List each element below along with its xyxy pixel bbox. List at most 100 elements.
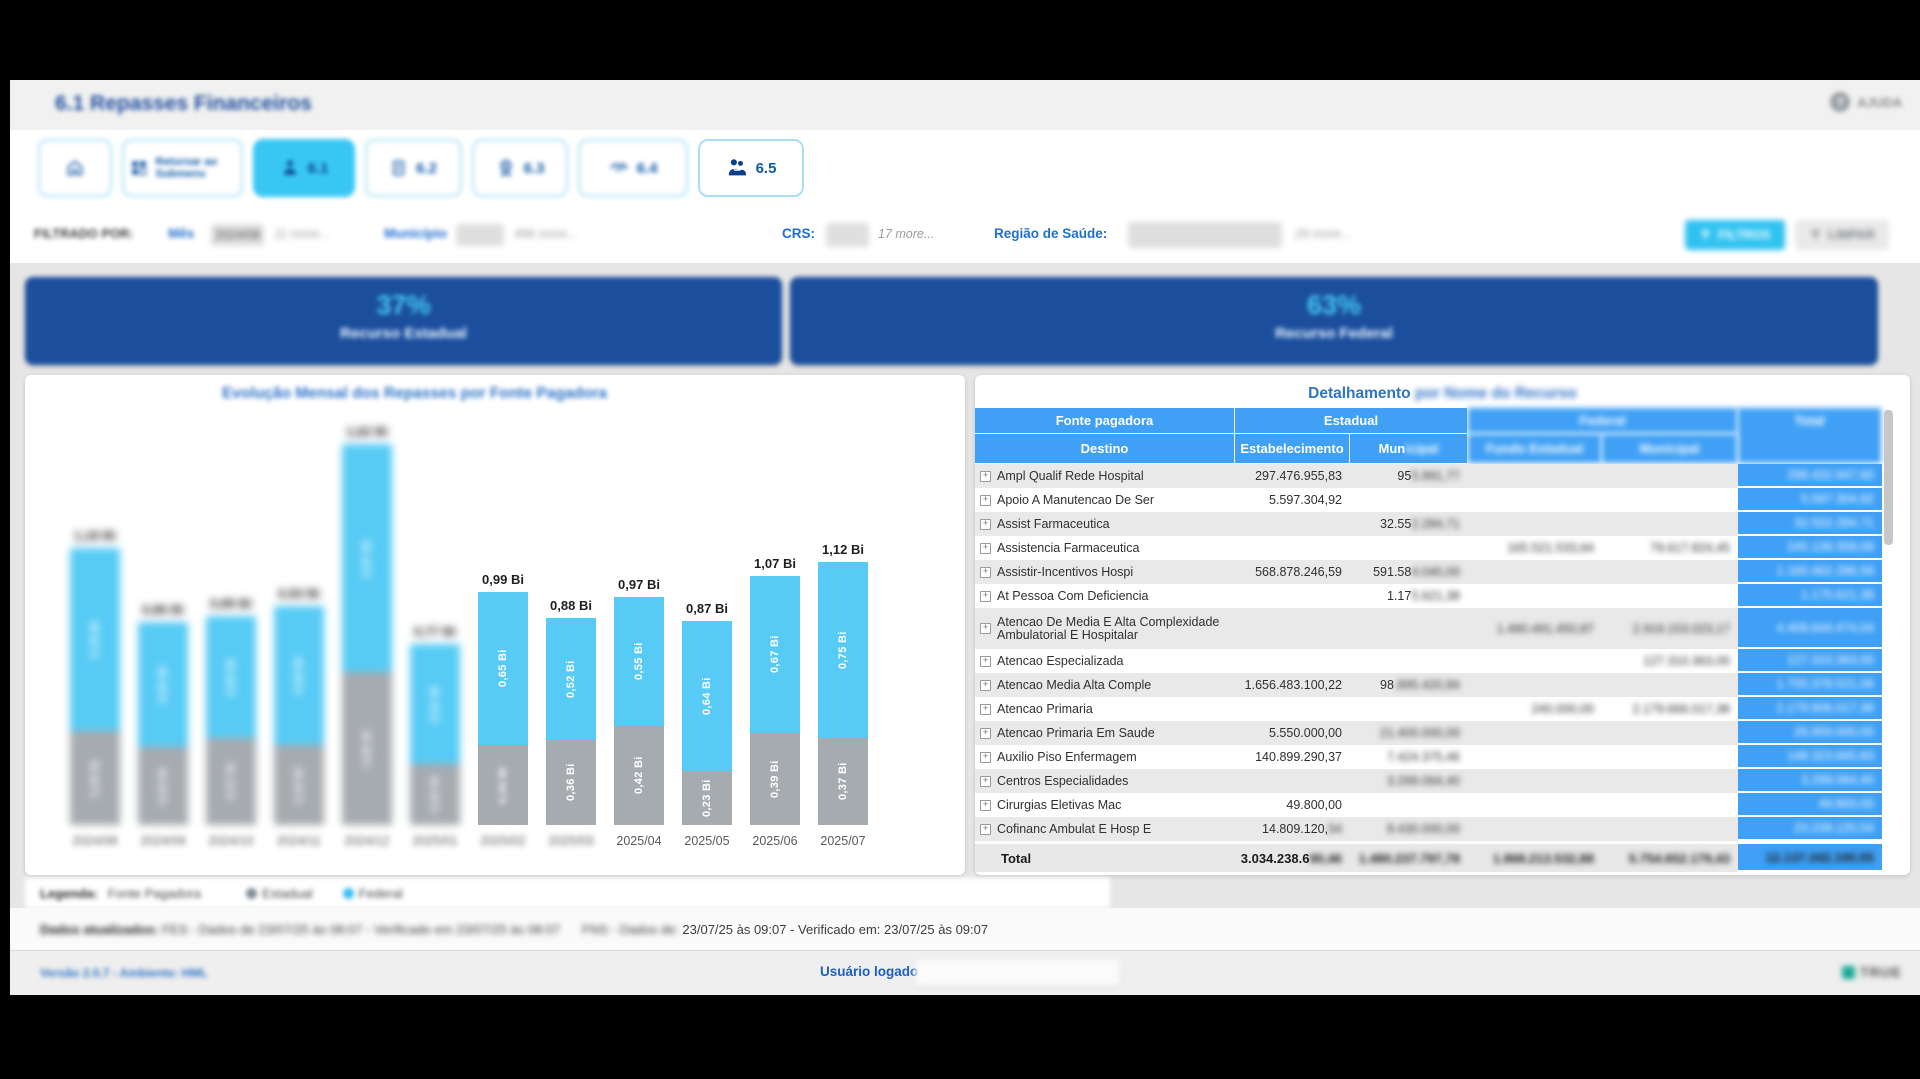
bar-federal-segment[interactable]: [342, 444, 392, 672]
federal-segment-label: 0,59 Bi: [293, 656, 305, 695]
tab-6.1[interactable]: 6.1: [253, 139, 355, 197]
expand-icon[interactable]: +: [980, 542, 991, 554]
bar-federal-segment[interactable]: [682, 621, 732, 771]
col-fonte-pagadora[interactable]: Fonte pagadora: [975, 408, 1235, 434]
tab-6.3[interactable]: 6.3: [472, 139, 568, 197]
filter-more-crs[interactable]: 17 more...: [878, 227, 935, 241]
row-total: 127.310.363,00: [1738, 649, 1882, 673]
expand-icon[interactable]: +: [980, 751, 991, 763]
filter-more-mês[interactable]: 11 more...: [274, 227, 330, 241]
cell-value-redacted: 4.409.644.474,04: [1776, 620, 1874, 635]
expand-icon[interactable]: +: [980, 590, 991, 602]
bar-federal-segment[interactable]: [410, 644, 460, 764]
table-row[interactable]: + Assistir-Incentivos Hospi 568.878.246,59…: [975, 560, 1882, 584]
expand-icon[interactable]: +: [980, 799, 991, 811]
bar-estadual-segment[interactable]: [546, 740, 596, 825]
home-icon: [65, 158, 85, 178]
bar-estadual-segment[interactable]: [750, 733, 800, 825]
table-row[interactable]: + Assist Farmaceutica 32.55 2.284,71 32.552.…: [975, 512, 1882, 536]
bar-estadual-segment[interactable]: [682, 771, 732, 825]
table-row[interactable]: + Cofinanc Ambulat E Hosp E 14.809.120, 54 8…: [975, 817, 1882, 841]
cell-value-redacted: 5.597.304,92: [1801, 492, 1874, 506]
col-municipal-federal[interactable]: Municipal: [1602, 434, 1738, 464]
expand-icon[interactable]: +: [980, 494, 991, 506]
expand-icon[interactable]: +: [980, 727, 991, 739]
help-icon: ?: [1830, 92, 1851, 112]
col-destino[interactable]: Destino: [975, 434, 1235, 464]
filter-value-crs[interactable]: [826, 223, 869, 247]
expand-icon[interactable]: +: [980, 703, 991, 715]
table-row[interactable]: + Atencao Primaria Em Saude 5.550.000,00 21…: [975, 721, 1882, 745]
bar-federal-segment[interactable]: [274, 606, 324, 745]
table-scrollbar[interactable]: [1884, 410, 1893, 545]
help-button[interactable]: ? AJUDA: [1830, 92, 1902, 112]
limpar-label: LIMPAR: [1828, 228, 1875, 242]
table-row[interactable]: + Atencao Especializada 127.310.363,00 127.…: [975, 649, 1882, 673]
row-value: 49.800,00: [1235, 793, 1350, 817]
filter-value-município[interactable]: [456, 224, 504, 246]
tab-6.2[interactable]: 6.2: [365, 139, 462, 197]
tab-label: 6.1: [307, 159, 329, 177]
x-axis-label: 2024/10: [208, 834, 254, 848]
bar-estadual-segment[interactable]: [274, 745, 324, 825]
expand-icon[interactable]: +: [980, 623, 991, 634]
tab-home[interactable]: [38, 139, 112, 197]
bar-federal-segment[interactable]: [818, 562, 868, 738]
bar-federal-segment[interactable]: [70, 548, 120, 731]
expand-icon[interactable]: +: [980, 470, 991, 482]
expand-icon[interactable]: +: [980, 655, 991, 667]
table-row[interactable]: + Ampl Qualif Rede Hospital 297.476.955,83…: [975, 464, 1882, 488]
col-total[interactable]: Total: [1738, 408, 1882, 464]
filtros-button[interactable]: FILTROS: [1685, 220, 1785, 250]
bar-federal-segment[interactable]: [478, 592, 528, 745]
table-row[interactable]: + Atencao Media Alta Comple 1.656.483.100,…: [975, 673, 1882, 697]
table-row[interactable]: + Centros Especialidades 3.299.064,40 3.299…: [975, 769, 1882, 793]
bar-federal-segment[interactable]: [750, 576, 800, 733]
bar-estadual-segment[interactable]: [342, 672, 392, 825]
limpar-button[interactable]: LIMPAR: [1795, 220, 1889, 250]
bar-total-label: 1,07 Bi: [754, 556, 796, 571]
grid-icon: [130, 159, 148, 177]
col-group-estadual[interactable]: Estadual: [1235, 408, 1468, 434]
expand-icon[interactable]: +: [980, 518, 991, 530]
bar-federal-segment[interactable]: [206, 616, 256, 738]
bar-estadual-segment[interactable]: [138, 747, 188, 825]
expand-icon[interactable]: +: [980, 679, 991, 691]
legend-item-federal[interactable]: Federal: [342, 886, 403, 901]
col-fundo-estadual[interactable]: Fundo Estadual: [1468, 434, 1602, 464]
bar-estadual-segment[interactable]: [818, 738, 868, 825]
table-row[interactable]: + Atencao De Media E Alta Complexidade Am…: [975, 608, 1882, 649]
filter-more-região-de-saúde[interactable]: 29 more...: [1295, 227, 1352, 241]
cell-value-redacted: 148.323.665,83: [1787, 749, 1874, 763]
bar-estadual-segment[interactable]: [206, 738, 256, 825]
filter-value-região-de-saúde[interactable]: [1128, 222, 1282, 248]
col-group-federal[interactable]: Federal: [1468, 408, 1738, 434]
table-row[interactable]: + Apoio A Manutencao De Ser 5.597.304,92 5.…: [975, 488, 1882, 512]
tab-6.4[interactable]: 6.4: [578, 139, 688, 197]
tab-retornar-ao-submenu[interactable]: Retornar ao Submenu: [122, 139, 243, 197]
tab-6.5[interactable]: 6.5: [698, 139, 804, 197]
table-row[interactable]: + Atencao Primaria 240.000,00 2.179.666.017…: [975, 697, 1882, 721]
expand-icon[interactable]: +: [980, 823, 991, 835]
bar-federal-segment[interactable]: [138, 622, 188, 747]
table-row[interactable]: + At Pessoa Com Deficiencia 1.17 5.621,38 1.…: [975, 584, 1882, 608]
expand-icon[interactable]: +: [980, 775, 991, 787]
bar-federal-segment[interactable]: [546, 618, 596, 740]
col-municipal-estadual[interactable]: Mun icipal: [1350, 434, 1468, 464]
expand-icon[interactable]: +: [980, 566, 991, 578]
filter-more-município[interactable]: 496 more...: [514, 227, 578, 241]
cell-value-redacted: 12.137.342.190,55: [1765, 849, 1874, 865]
filter-value-mês[interactable]: 2024/08: [211, 224, 264, 246]
table-row[interactable]: + Cirurgias Eletivas Mac 49.800,00 49.800,0…: [975, 793, 1882, 817]
bar-estadual-segment[interactable]: [614, 726, 664, 825]
col-estabelecimento[interactable]: Estabelecimento: [1235, 434, 1350, 464]
estadual-segment-label: 0,26 Bi: [429, 775, 441, 814]
table-row[interactable]: + Auxilio Piso Enfermagem 140.899.290,37 7.…: [975, 745, 1882, 769]
table-row[interactable]: + Assistencia Farmaceutica 165.521.533,64 7…: [975, 536, 1882, 560]
bar-federal-segment[interactable]: [614, 597, 664, 726]
estadual-segment-label: 0,37 Bi: [837, 762, 849, 801]
bar-estadual-segment[interactable]: [478, 745, 528, 825]
legend-item-estadual[interactable]: Estadual: [246, 886, 313, 901]
bar-estadual-segment[interactable]: [410, 764, 460, 825]
bar-estadual-segment[interactable]: [70, 731, 120, 825]
